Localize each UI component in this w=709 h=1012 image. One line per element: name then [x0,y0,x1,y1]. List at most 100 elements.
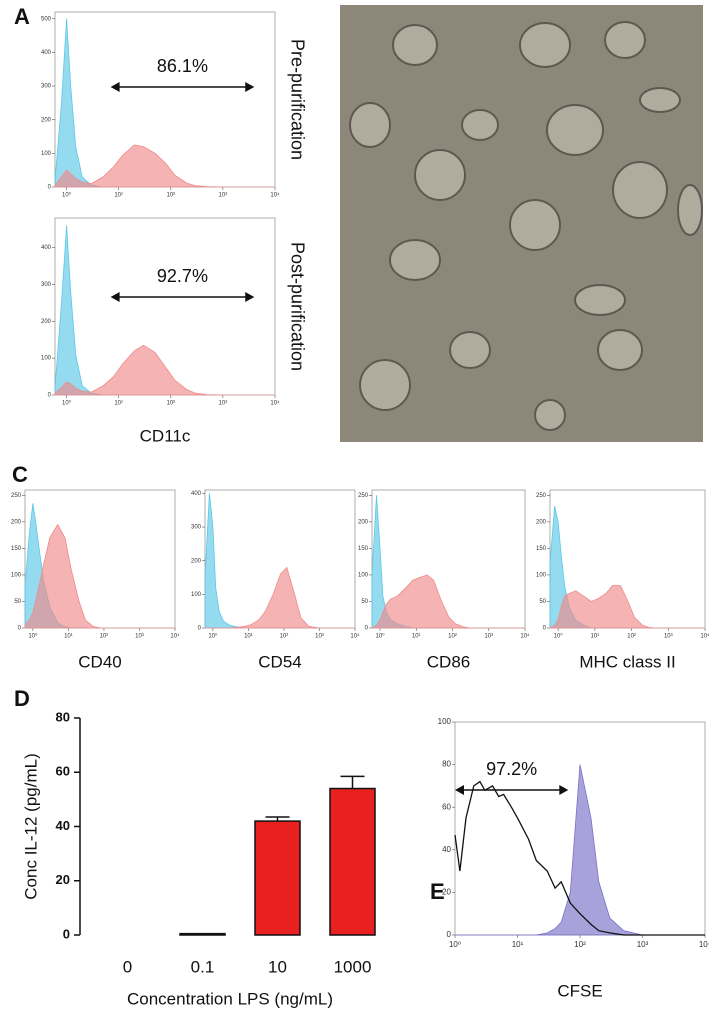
x-tick-label: 10³ [664,634,673,640]
y-tick-label: 0 [48,185,52,191]
x-tick-label: 10⁰ [62,400,72,407]
arrow-head [245,82,255,92]
y-tick-label: 0 [63,926,70,941]
x-tick-label: 10¹ [114,401,123,407]
x-tick-label: 10¹ [114,193,123,199]
arrow-head [455,785,464,795]
x-tick-label: 10 [268,957,287,976]
y-tick-label: 60 [56,764,70,779]
histogram-line [454,780,705,936]
y-tick-label: 50 [14,599,21,605]
bar [329,787,376,936]
x-tick-label: 10¹ [412,634,421,640]
y-tick-label: 200 [358,519,369,525]
panel: 0 20 40 60 80 100 10⁰ 10¹ 10² 10³ 10⁴ 97.2% CFSE E [430,717,709,1000]
x-tick-label: 0.1 [191,957,215,976]
panel-label: A [14,4,30,29]
x-tick-label: 10¹ [591,634,600,640]
x-tick-label: 10¹ [64,634,73,640]
bar [179,932,226,936]
y-tick-label: 200 [191,558,202,564]
y-tick-label: 100 [191,592,202,598]
panel: 0 50 100 150 200 250 10⁰ 10¹ 10² 10³ 10⁴ CD40 C [11,462,180,672]
x-tick-label: 10⁴ [270,192,280,199]
side-title: Pre-purification [287,39,307,160]
y-tick-label: 300 [41,84,52,90]
y-tick-label: 0 [447,930,452,939]
y-tick-label: 100 [41,356,52,362]
x-tick-label: 10² [574,940,586,949]
y-axis-label: Conc IL-12 (pg/mL) [21,753,40,899]
y-tick-label: 100 [536,573,547,579]
x-tick-label: 10⁴ [520,633,530,640]
histogram-area [54,344,275,396]
y-tick-label: 20 [442,888,451,897]
x-axis-label: MHC class II [579,652,675,671]
error-bar [340,775,365,789]
x-axis-label: Concentration LPS (ng/mL) [127,989,333,1008]
y-tick-label: 0 [543,626,547,632]
x-tick-label: 10³ [315,634,324,640]
panel: 0 50 100 150 200 250 10⁰ 10¹ 10² 10³ 10⁴ CD86 [358,489,530,671]
x-tick-label: 10⁰ [208,633,218,640]
y-tick-label: 0 [365,626,369,632]
x-axis-label: CFSE [557,981,602,1000]
x-tick-label: 1000 [334,957,372,976]
x-tick-label: 10⁰ [375,633,385,640]
histogram-area [548,585,705,629]
panel-label: C [12,462,28,487]
y-tick-label: 200 [41,117,52,123]
panel: 0 100 200 300 400 10⁰ 10¹ 10² 10³ 10⁴ CD54 [191,489,360,671]
x-tick-label: 10² [448,634,457,640]
x-tick-label: 10³ [135,634,144,640]
x-axis-label: CD11c [140,426,191,445]
x-axis-label: CD40 [78,652,121,671]
x-tick-label: 10² [280,634,289,640]
y-tick-label: 100 [41,151,52,157]
x-tick-label: 10⁴ [170,633,180,640]
x-axis-label: CD54 [258,652,301,671]
x-tick-label: 10⁴ [700,633,709,640]
x-axis-label: CD86 [427,652,470,671]
y-tick-label: 200 [536,519,547,525]
arrow-head [110,292,120,302]
histogram-area [205,566,355,629]
y-tick-label: 50 [361,599,368,605]
x-tick-label: 10³ [484,634,493,640]
y-tick-label: 500 [41,16,52,22]
y-tick-label: 400 [191,491,202,497]
error-bar [265,816,290,822]
x-tick-label: 10⁴ [699,940,709,949]
y-tick-label: 100 [438,717,452,726]
y-tick-label: 300 [41,282,52,288]
annotation: 92.7% [157,266,208,286]
y-tick-label: 80 [56,709,70,724]
y-tick-label: 250 [358,493,369,499]
arrow-head [110,82,120,92]
x-tick-label: 10³ [637,940,649,949]
y-tick-label: 80 [442,760,451,769]
histogram-area [24,523,175,629]
y-tick-label: 200 [41,319,52,325]
y-tick-label: 100 [358,573,369,579]
y-tick-label: 40 [56,818,70,833]
x-tick-label: 10⁰ [28,633,38,640]
panel: 0 20 40 60 80 0 0.1 10 1000 Conc IL-12 (pg/mL) Con… [14,686,376,1008]
y-tick-label: 150 [358,546,369,552]
x-tick-label: 10⁰ [449,940,461,949]
panel: 0 100 200 300 400 10⁰ 10¹ 10² 10³ 10⁴ 92.7% Post-pu… [41,217,307,445]
plot-frame [54,217,276,396]
y-tick-label: 0 [18,626,22,632]
cells [349,21,703,431]
y-tick-label: 400 [41,245,52,251]
arrow-head [245,292,255,302]
y-tick-label: 0 [48,393,52,399]
histogram-area [54,144,275,188]
panel-label: E [430,879,445,904]
x-tick-label: 10² [166,193,175,199]
x-tick-label: 10⁴ [350,633,360,640]
y-tick-label: 200 [11,519,22,525]
panel-label: D [14,686,30,711]
x-tick-label: 10¹ [244,634,253,640]
